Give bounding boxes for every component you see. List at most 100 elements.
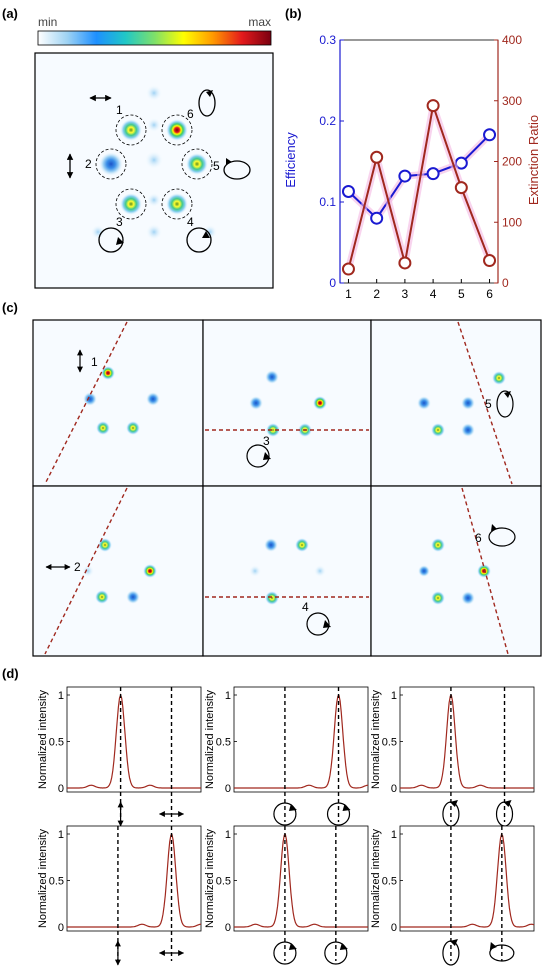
extinction-ratio-point	[370, 150, 384, 164]
circular-cw-icon	[98, 227, 124, 253]
cut-line	[44, 487, 128, 655]
profile-ytick: 0	[225, 783, 231, 795]
tile-label: 2	[74, 560, 81, 574]
profile-ytick: 1	[58, 829, 64, 841]
profile-axes	[66, 686, 202, 793]
profile-plot: Normalized intensity 0 0.5 1	[370, 686, 535, 827]
spot-4	[161, 188, 193, 220]
circular-cw-icon	[324, 941, 348, 965]
right-tick-label: 100	[502, 215, 522, 229]
profile-ylabel: Normalized intensity	[370, 689, 382, 789]
efficiency-point	[483, 128, 497, 142]
colorbar	[37, 30, 272, 46]
chart-b-series	[341, 99, 497, 276]
profile-ylabel: Normalized intensity	[37, 828, 49, 928]
circular-ccw-icon	[489, 942, 515, 962]
profile-curve	[67, 693, 201, 789]
profile-curve	[67, 833, 202, 928]
left-tick-label: 0.2	[319, 114, 336, 128]
tile-c4: 4	[202, 485, 372, 657]
profile-plot: Normalized intensity 0 0.5 1	[204, 825, 369, 965]
profile-ytick: 1	[225, 690, 231, 702]
spot-label-5: 5	[213, 159, 220, 173]
left-axis-ticks: 0 0.1 0.2 0.3	[319, 33, 344, 290]
efficiency-point	[398, 169, 412, 183]
profile-ytick: 0.5	[382, 876, 397, 888]
profile-ylabel: Normalized intensity	[204, 828, 216, 928]
profile-axes	[233, 825, 369, 932]
tile-c3: 3	[202, 319, 372, 487]
profile-axes	[233, 686, 369, 793]
x-tick-label: 4	[430, 287, 437, 301]
circular-cw-icon	[273, 802, 297, 826]
circular-cw-icon	[246, 444, 271, 468]
circular-cw-icon	[326, 802, 351, 826]
efficiency-point	[341, 184, 355, 198]
x-tick-label: 5	[458, 287, 465, 301]
x-axis-ticks: 1 2 3 4 5 6	[345, 279, 493, 301]
tile-c2: 2	[32, 485, 204, 657]
tile-label: 5	[485, 397, 492, 411]
profile-ytick: 1	[391, 690, 397, 702]
x-tick-label: 6	[486, 287, 493, 301]
spot-2	[95, 148, 127, 180]
tile-label: 3	[263, 434, 270, 448]
panel-label-c: (c)	[2, 300, 18, 315]
profile-plot: Normalized intensity 0 0.5 1	[370, 825, 535, 966]
profile-curve	[234, 833, 368, 928]
panel-a: min max	[34, 15, 274, 289]
profile-curve	[400, 832, 535, 928]
profile-ylabel: Normalized intensity	[37, 689, 49, 789]
right-tick-label: 300	[502, 94, 522, 108]
side-lobes	[91, 85, 217, 240]
efficiency-point	[426, 167, 440, 181]
colorbar-min-label: min	[38, 15, 57, 29]
tile-c1: 1	[32, 319, 204, 487]
profile-curve	[400, 694, 534, 789]
tile-c6: 6	[370, 485, 542, 657]
profile-plot: Normalized intensity 0 0.5 1	[204, 686, 369, 826]
profile-ytick: 0	[225, 922, 231, 934]
right-tick-label: 0	[502, 276, 509, 290]
profile-ytick: 0.5	[216, 876, 231, 888]
extinction-ratio-point	[454, 181, 468, 195]
right-tick-label: 200	[502, 155, 522, 169]
profile-axes	[66, 825, 202, 932]
circular-ccw-icon	[496, 390, 514, 418]
spot-label-4: 4	[187, 215, 194, 229]
circular-cw-icon	[273, 941, 297, 965]
profile-ylabel: Normalized intensity	[204, 689, 216, 789]
x-tick-label: 1	[345, 287, 352, 301]
right-axis-ticks: 0 100 200 300 400	[494, 33, 522, 290]
profile-ytick: 0.5	[49, 737, 64, 749]
profile-ytick: 0	[58, 783, 64, 795]
panel-label-d: (d)	[2, 666, 19, 681]
colorbar-max-label: max	[248, 15, 271, 29]
efficiency-point	[370, 211, 384, 225]
extinction-ratio-point	[398, 256, 412, 270]
circular-ccw-icon	[488, 524, 516, 547]
tile-label: 1	[91, 355, 98, 369]
profile-ytick: 0	[391, 922, 397, 934]
profile-plot: Normalized intensity 0 0.5 1	[37, 686, 202, 827]
tile-label: 4	[302, 600, 309, 614]
panel-d: Normalized intensity 0 0.5 1 Normalized inte…	[37, 686, 535, 966]
spot-label-6: 6	[187, 107, 194, 121]
cut-line	[461, 487, 509, 655]
left-tick-label: 0.1	[319, 195, 336, 209]
panel-label-b: (b)	[285, 6, 302, 21]
profile-ytick: 0	[391, 783, 397, 795]
right-tick-label: 400	[502, 33, 522, 47]
extinction-ratio-point	[341, 262, 355, 276]
left-axis-label: Efficiency	[283, 132, 298, 188]
x-tick-label: 3	[402, 287, 409, 301]
cut-line	[44, 321, 128, 485]
tile-label: 6	[475, 531, 482, 545]
extinction-ratio-line	[347, 101, 491, 270]
profile-ylabel: Normalized intensity	[370, 828, 382, 928]
extinction-ratio-point	[426, 99, 440, 113]
circular-ccw-icon	[198, 89, 216, 117]
left-tick-label: 0.3	[319, 33, 336, 47]
chart-b-plot-area	[339, 39, 499, 284]
